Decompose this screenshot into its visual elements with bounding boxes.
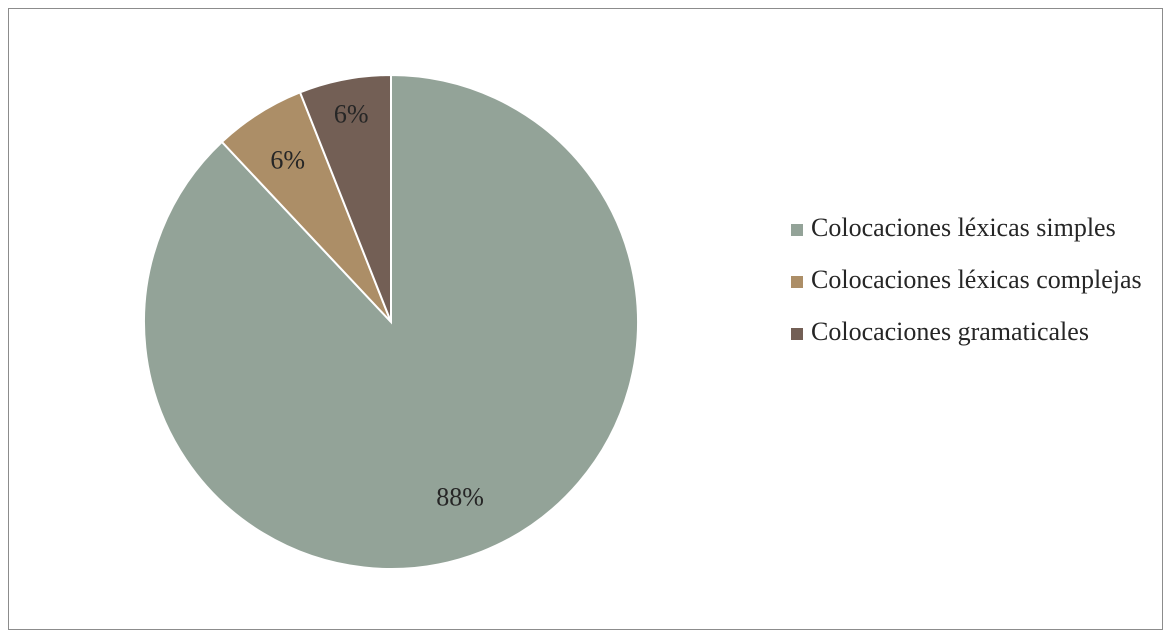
pie-slices bbox=[143, 73, 639, 570]
legend-label-simples: Colocaciones léxicas simples bbox=[811, 213, 1116, 242]
legend-swatch-simples bbox=[791, 224, 803, 236]
legend-item-complejas: Colocaciones léxicas complejas bbox=[789, 262, 1149, 298]
legend-swatch-complejas bbox=[791, 276, 803, 288]
data-label-simples: 88% bbox=[436, 483, 484, 512]
data-label-gramaticales: 6% bbox=[334, 99, 369, 128]
legend: Colocaciones léxicas simples Colocacione… bbox=[789, 210, 1149, 366]
legend-item-simples: Colocaciones léxicas simples bbox=[789, 210, 1149, 246]
data-label-complejas: 6% bbox=[270, 145, 305, 174]
legend-item-gramaticales: Colocaciones gramaticales bbox=[789, 314, 1149, 350]
legend-label-gramaticales: Colocaciones gramaticales bbox=[811, 317, 1089, 346]
legend-label-complejas: Colocaciones léxicas complejas bbox=[811, 265, 1142, 294]
legend-swatch-gramaticales bbox=[791, 328, 803, 340]
pie-data-labels: 88% 6% 6% bbox=[270, 99, 484, 511]
pie-slice-gramaticales bbox=[298, 73, 392, 323]
